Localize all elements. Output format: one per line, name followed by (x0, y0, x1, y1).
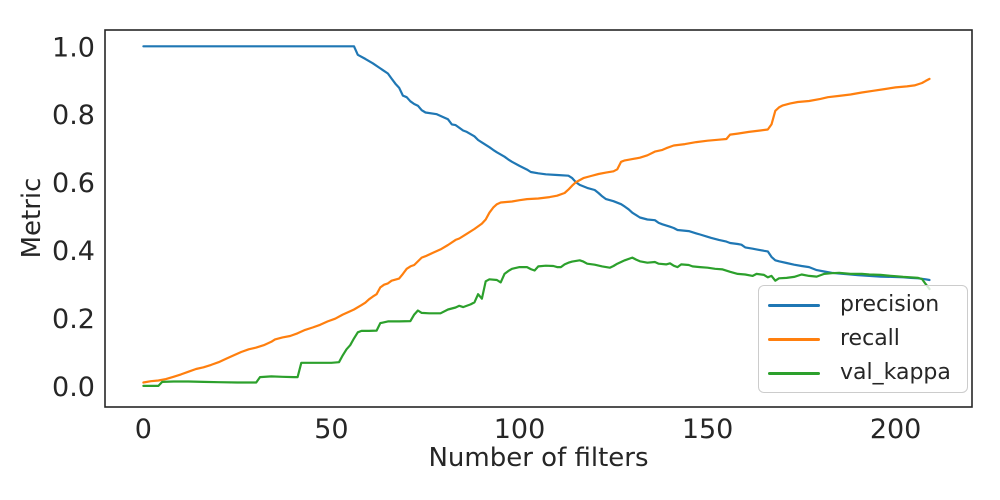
legend-swatch-precision (768, 303, 820, 307)
legend-item-recall: recall (759, 322, 967, 356)
y-tick-label: 0.2 (52, 304, 95, 335)
x-axis-tick-labels: 0 50 100 150 200 (135, 414, 922, 445)
legend-swatch-val_kappa (768, 371, 820, 375)
y-axis-tick-labels: 0.0 0.2 0.4 0.6 0.8 1.0 (52, 32, 95, 403)
y-axis-label: Metric (17, 177, 47, 259)
legend-label: val_kappa (840, 360, 951, 385)
x-tick-label: 100 (494, 414, 546, 445)
legend: precision recall val_kappa (758, 285, 968, 393)
legend-swatch-recall (768, 337, 820, 341)
y-tick-label: 0.6 (52, 168, 95, 199)
legend-item-precision: precision (759, 288, 967, 322)
y-tick-label: 0.0 (52, 372, 95, 403)
precision-line (142, 45, 931, 282)
x-axis-label: Number of filters (428, 443, 649, 473)
legend-item-val_kappa: val_kappa (759, 356, 967, 390)
x-tick-label: 150 (682, 414, 734, 445)
y-tick-label: 0.8 (52, 100, 95, 131)
legend-label: recall (840, 326, 900, 351)
legend-label: precision (840, 292, 940, 317)
recall-line (142, 77, 931, 384)
x-tick-label: 200 (870, 414, 922, 445)
x-tick-label: 50 (314, 414, 348, 445)
y-tick-label: 0.4 (52, 236, 95, 267)
x-tick-label: 0 (135, 414, 152, 445)
plot-area-border (104, 29, 973, 408)
y-tick-label: 1.0 (52, 32, 95, 63)
series-lines (142, 45, 931, 387)
val_kappa-line (142, 256, 931, 387)
